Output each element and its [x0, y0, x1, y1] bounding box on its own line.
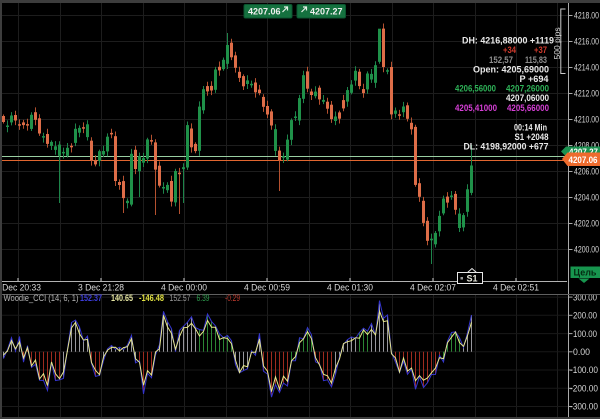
svg-text:4 Dec 02:07: 4 Dec 02:07	[410, 283, 456, 293]
svg-text:140.65: 140.65	[111, 293, 133, 303]
svg-text:S1: S1	[466, 274, 477, 284]
svg-text:4208.00: 4208.00	[574, 141, 599, 152]
svg-text:300.00: 300.00	[573, 292, 597, 303]
svg-text:-100.00: -100.00	[570, 365, 598, 376]
svg-text:4207.27: 4207.27	[310, 7, 343, 17]
svg-text:152.57: 152.57	[170, 293, 191, 303]
svg-text:-200.00: -200.00	[570, 384, 598, 395]
svg-text:4202.00: 4202.00	[574, 219, 599, 230]
svg-text:100.00: 100.00	[573, 329, 597, 340]
svg-text:Цель: Цель	[574, 268, 597, 278]
svg-text:3 Dec 21:28: 3 Dec 21:28	[78, 283, 124, 293]
svg-text:4212.00: 4212.00	[574, 89, 599, 100]
svg-text:+37: +37	[534, 45, 547, 56]
svg-text:6.39: 6.39	[197, 293, 210, 303]
svg-text:P +694: P +694	[520, 74, 550, 85]
svg-text:4 Dec 00:00: 4 Dec 00:00	[161, 283, 207, 293]
svg-text:Woodie_CCI (14, 6, 1): Woodie_CCI (14, 6, 1)	[4, 293, 79, 303]
svg-text:4205,41000: 4205,41000	[455, 103, 497, 114]
svg-text:00:14 Min: 00:14 Min	[514, 122, 547, 133]
svg-text:-0.29: -0.29	[225, 293, 240, 303]
svg-text:Open: 4205,69000: Open: 4205,69000	[473, 64, 549, 75]
svg-text:+34: +34	[503, 45, 517, 56]
svg-text:4210.00: 4210.00	[574, 115, 599, 126]
svg-text:115,83: 115,83	[525, 55, 547, 66]
svg-text:S1 +2048: S1 +2048	[515, 132, 549, 143]
svg-text:4214.00: 4214.00	[574, 63, 599, 74]
svg-text:4216.00: 4216.00	[574, 37, 599, 48]
svg-text:4206,56000: 4206,56000	[455, 84, 496, 95]
svg-text:4200.00: 4200.00	[574, 245, 599, 256]
svg-text:500 pips: 500 pips	[552, 27, 562, 59]
svg-text:4 Dec 01:30: 4 Dec 01:30	[327, 283, 373, 293]
svg-text:4207.06: 4207.06	[248, 7, 281, 17]
svg-text:DH: 4216,88000 +1119: DH: 4216,88000 +1119	[462, 36, 554, 47]
svg-text:3 Dec 20:33: 3 Dec 20:33	[0, 283, 41, 293]
svg-text:4207.06: 4207.06	[569, 155, 598, 166]
svg-text:-146.48: -146.48	[139, 293, 164, 303]
svg-text:-300.00: -300.00	[570, 402, 598, 413]
svg-text:152,57: 152,57	[489, 55, 513, 66]
svg-text:4206.00: 4206.00	[574, 167, 599, 178]
svg-text:0.00: 0.00	[573, 347, 590, 358]
svg-text:4 Dec 02:51: 4 Dec 02:51	[493, 283, 539, 293]
svg-text:4207,26000: 4207,26000	[506, 84, 549, 95]
svg-text:4 Dec 00:59: 4 Dec 00:59	[244, 283, 290, 293]
svg-text:DL: 4198,92000 +677: DL: 4198,92000 +677	[464, 142, 549, 153]
svg-text:4207,06000: 4207,06000	[506, 93, 549, 104]
svg-text:4218.00: 4218.00	[574, 11, 599, 22]
svg-text:4205,66000: 4205,66000	[507, 103, 549, 114]
svg-text:200.00: 200.00	[573, 311, 597, 322]
svg-text:4204.00: 4204.00	[574, 193, 599, 204]
svg-text:152.37: 152.37	[80, 293, 102, 303]
